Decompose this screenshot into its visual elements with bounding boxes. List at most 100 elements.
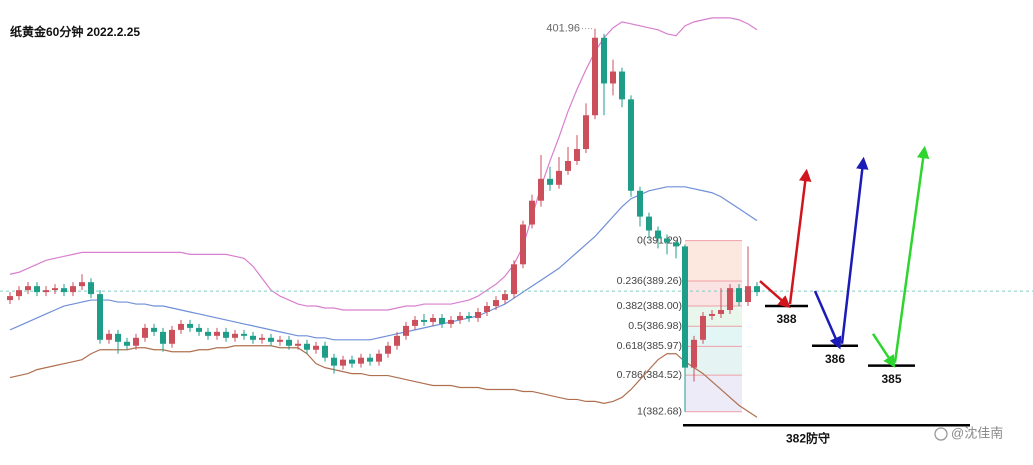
candle-body (475, 311, 481, 318)
candle-body (340, 359, 346, 366)
candle-body (151, 327, 157, 332)
candle-body (484, 306, 490, 312)
fib-label: 0.618(385.97) (617, 340, 682, 352)
arrow (840, 156, 869, 344)
candle-body (25, 286, 31, 291)
candle-body (268, 337, 274, 342)
candle-body (322, 345, 328, 358)
candle-body (709, 313, 715, 316)
candle-body (106, 333, 112, 340)
watermark-icon (934, 427, 948, 441)
candle-body (52, 288, 58, 291)
candle-body (97, 294, 103, 340)
candle-body (34, 286, 40, 293)
chart-title: 纸黄金60分钟 2022.2.25 (10, 24, 140, 39)
candle-body (727, 288, 733, 310)
candle-body (691, 339, 697, 368)
candle-body (394, 335, 400, 346)
target-label: 385 (881, 372, 901, 386)
candle-body (295, 343, 301, 346)
candle-body (700, 315, 706, 340)
target-label: 386 (825, 352, 845, 366)
candle-body (664, 238, 670, 243)
candle-body (169, 329, 175, 344)
candle-body (277, 339, 283, 342)
candle-body (349, 359, 355, 364)
candle-body (556, 170, 562, 185)
arrow (759, 280, 791, 309)
fib-zone (685, 306, 742, 327)
candle-body (196, 327, 202, 332)
plot: 0(391.29) 0.236(389.26) 0.382(388.00) 0.5(3… (0, 17, 1033, 445)
fib-label: 1(382.68) (637, 406, 682, 418)
candle-body (16, 290, 22, 297)
candle-body (421, 319, 427, 322)
fib-label: 0.236(389.26) (617, 275, 682, 287)
candle-body (655, 230, 661, 239)
candle-body (628, 99, 634, 191)
candle-body (160, 331, 166, 344)
candle-body (88, 282, 94, 295)
candle-body (403, 325, 409, 336)
watermark: @沈佳南 (934, 425, 1003, 441)
candle-body (331, 357, 337, 366)
band-line (9, 345, 758, 418)
candle-body (439, 317, 445, 324)
fib-label: 0(391.29) (637, 234, 682, 246)
candle-body (493, 300, 499, 307)
candle-body (610, 71, 616, 84)
candle-body (241, 333, 247, 336)
fib-label: 0.5(386.98) (628, 320, 682, 332)
candle-body (187, 323, 193, 328)
candle-body (574, 149, 580, 161)
candle-body (511, 264, 517, 295)
candle-body (718, 310, 724, 314)
candle-body (682, 246, 688, 368)
candle-body (214, 331, 220, 336)
candle-body (619, 71, 625, 100)
peak-label: 401.96 (546, 23, 580, 35)
fib-label: 0.786(384.52) (617, 369, 682, 381)
candle-body (583, 115, 589, 150)
candle-body (223, 331, 229, 338)
candle-body (412, 319, 418, 326)
candle-body (376, 353, 382, 362)
candle-body (205, 331, 211, 336)
candle-body (601, 37, 607, 84)
candle-body (466, 315, 472, 318)
candle-body (673, 242, 679, 247)
candle-body (448, 319, 454, 324)
band-line (9, 186, 758, 341)
candle-body (286, 339, 292, 346)
band-line (9, 17, 758, 311)
arrow (871, 333, 896, 368)
candle-body (313, 345, 319, 350)
candle-body (547, 178, 553, 185)
arrow (813, 290, 842, 350)
candle-body (385, 345, 391, 354)
fib-label: 0.382(388.00) (617, 300, 682, 312)
candle-body (142, 327, 148, 338)
candle-body (259, 337, 265, 340)
candle-body (61, 288, 67, 293)
fib-zone (685, 240, 742, 281)
candle-body (745, 286, 751, 303)
fib-zone (685, 280, 742, 307)
candle-body (736, 288, 742, 303)
candle-body (178, 323, 184, 330)
candle-body (304, 343, 310, 350)
candle-body (79, 282, 85, 287)
candle-body (520, 224, 526, 265)
candle-body (70, 286, 76, 293)
arrow (893, 145, 930, 363)
candle-body (754, 286, 760, 293)
candle-body (502, 294, 508, 301)
target-label: 382防守 (786, 430, 830, 445)
candle-body (592, 37, 598, 116)
candle-body (7, 296, 13, 301)
watermark-text: @沈佳南 (951, 425, 1003, 440)
candle-body (637, 190, 643, 217)
candle-body (565, 160, 571, 171)
candle-body (529, 200, 535, 225)
